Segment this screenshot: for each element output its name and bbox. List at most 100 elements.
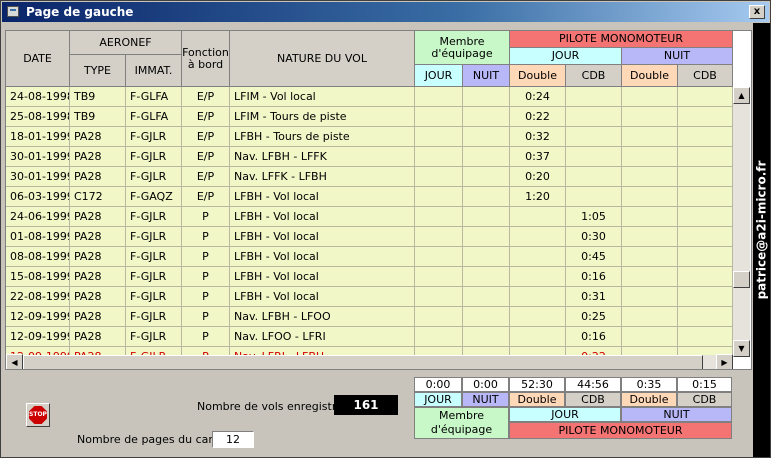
table-cell-nature[interactable]: Nav. LFOO - LFRI: [230, 327, 415, 347]
table-cell[interactable]: [678, 227, 733, 247]
table-cell-jour-cdb[interactable]: 0:16: [566, 267, 622, 287]
table-cell[interactable]: [622, 147, 678, 167]
table-row[interactable]: 12-09-1999 PA28 F-GJLR P Nav. LFOO - LFRI 0:1…: [6, 327, 733, 347]
table-cell-fonction[interactable]: E/P: [182, 87, 230, 107]
table-cell[interactable]: [463, 227, 510, 247]
table-cell-nature[interactable]: LFIM - Tours de piste: [230, 107, 415, 127]
table-cell-date[interactable]: 25-08-1998: [6, 107, 70, 127]
table-cell-jour-double[interactable]: 0:22: [510, 107, 566, 127]
table-cell[interactable]: [463, 127, 510, 147]
table-cell-fonction[interactable]: E/P: [182, 187, 230, 207]
vertical-scrollbar[interactable]: ▲ ▼: [733, 87, 750, 357]
table-cell[interactable]: [463, 287, 510, 307]
table-cell[interactable]: [463, 247, 510, 267]
table-cell-date[interactable]: 30-01-1999: [6, 147, 70, 167]
stop-button[interactable]: STOP: [26, 403, 50, 427]
table-cell[interactable]: [463, 207, 510, 227]
table-cell-type[interactable]: PA28: [70, 327, 126, 347]
table-cell-fonction[interactable]: P: [182, 287, 230, 307]
table-cell-date[interactable]: 30-01-1999: [6, 167, 70, 187]
table-cell-jour-double[interactable]: 0:32: [510, 127, 566, 147]
table-row[interactable]: 08-08-1999 PA28 F-GJLR P LFBH - Vol local 0:4…: [6, 247, 733, 267]
table-cell[interactable]: [463, 327, 510, 347]
table-cell[interactable]: [622, 87, 678, 107]
table-cell[interactable]: [463, 107, 510, 127]
table-row[interactable]: 15-08-1999 PA28 F-GJLR P LFBH - Vol local 0:1…: [6, 267, 733, 287]
table-cell[interactable]: [622, 207, 678, 227]
table-cell[interactable]: [463, 267, 510, 287]
table-cell[interactable]: [415, 107, 463, 127]
table-cell[interactable]: [622, 327, 678, 347]
table-cell-type[interactable]: PA28: [70, 207, 126, 227]
table-cell-type[interactable]: PA28: [70, 147, 126, 167]
table-cell-type[interactable]: PA28: [70, 307, 126, 327]
table-cell[interactable]: [622, 127, 678, 147]
table-row[interactable]: 24-08-1998 TB9 F-GLFA E/P LFIM - Vol local 0:…: [6, 87, 733, 107]
table-cell-jour-cdb[interactable]: [566, 127, 622, 147]
table-cell-type[interactable]: PA28: [70, 287, 126, 307]
table-row[interactable]: 12-09-1999 PA28 F-GJLR P Nav. LFBH - LFOO 0:2…: [6, 307, 733, 327]
table-cell-nature[interactable]: LFBH - Vol local: [230, 267, 415, 287]
table-cell-nature[interactable]: LFBH - Tours de piste: [230, 127, 415, 147]
table-cell[interactable]: [463, 167, 510, 187]
table-row[interactable]: 30-01-1999 PA28 F-GJLR E/P Nav. LFFK - LFBH 0…: [6, 167, 733, 187]
table-cell-jour-cdb[interactable]: 0:25: [566, 307, 622, 327]
table-row[interactable]: 24-06-1999 PA28 F-GJLR P LFBH - Vol local 1:0…: [6, 207, 733, 227]
table-cell[interactable]: [415, 227, 463, 247]
table-cell-type[interactable]: PA28: [70, 227, 126, 247]
table-cell-jour-double[interactable]: [510, 207, 566, 227]
table-cell-date[interactable]: 12-09-1999: [6, 327, 70, 347]
table-cell[interactable]: [463, 147, 510, 167]
table-cell-fonction[interactable]: E/P: [182, 127, 230, 147]
table-row[interactable]: 18-01-1999 PA28 F-GJLR E/P LFBH - Tours de p…: [6, 127, 733, 147]
table-cell[interactable]: [463, 307, 510, 327]
table-cell-immat[interactable]: F-GLFA: [126, 107, 182, 127]
table-cell-jour-cdb[interactable]: 1:05: [566, 207, 622, 227]
table-cell-fonction[interactable]: E/P: [182, 167, 230, 187]
table-cell-nature[interactable]: LFIM - Vol local: [230, 87, 415, 107]
table-cell-immat[interactable]: F-GJLR: [126, 127, 182, 147]
close-button[interactable]: x: [749, 5, 765, 19]
table-cell-fonction[interactable]: E/P: [182, 107, 230, 127]
table-cell-jour-double[interactable]: [510, 287, 566, 307]
table-cell-jour-double[interactable]: 0:24: [510, 87, 566, 107]
table-cell[interactable]: [678, 187, 733, 207]
table-cell-immat[interactable]: F-GJLR: [126, 307, 182, 327]
table-cell-jour-cdb[interactable]: [566, 87, 622, 107]
table-cell-jour-double[interactable]: 0:20: [510, 167, 566, 187]
table-cell-date[interactable]: 24-06-1999: [6, 207, 70, 227]
table-cell-immat[interactable]: F-GJLR: [126, 207, 182, 227]
table-cell[interactable]: [415, 127, 463, 147]
table-cell-fonction[interactable]: P: [182, 307, 230, 327]
table-cell[interactable]: [415, 167, 463, 187]
table-cell[interactable]: [415, 207, 463, 227]
table-cell-date[interactable]: 12-09-1999: [6, 307, 70, 327]
horizontal-scrollbar[interactable]: ◀ ▶: [6, 354, 733, 369]
table-row[interactable]: 06-03-1999 C172 F-GAQZ E/P LFBH - Vol local 1…: [6, 187, 733, 207]
table-row[interactable]: 30-01-1999 PA28 F-GJLR E/P Nav. LFBH - LFFK 0…: [6, 147, 733, 167]
table-cell-fonction[interactable]: P: [182, 267, 230, 287]
table-cell-immat[interactable]: F-GJLR: [126, 267, 182, 287]
scroll-right-icon[interactable]: ▶: [716, 354, 733, 369]
scroll-up-icon[interactable]: ▲: [733, 87, 750, 104]
table-cell[interactable]: [415, 147, 463, 167]
table-cell-jour-cdb[interactable]: [566, 187, 622, 207]
table-cell-type[interactable]: TB9: [70, 87, 126, 107]
table-row[interactable]: 01-08-1999 PA28 F-GJLR P LFBH - Vol local 0:3…: [6, 227, 733, 247]
table-cell[interactable]: [678, 307, 733, 327]
scroll-down-icon[interactable]: ▼: [733, 340, 750, 357]
table-cell-date[interactable]: 06-03-1999: [6, 187, 70, 207]
table-cell-immat[interactable]: F-GJLR: [126, 167, 182, 187]
table-cell[interactable]: [678, 147, 733, 167]
table-cell-type[interactable]: PA28: [70, 247, 126, 267]
table-cell-nature[interactable]: Nav. LFFK - LFBH: [230, 167, 415, 187]
table-cell[interactable]: [415, 327, 463, 347]
table-cell-jour-cdb[interactable]: 0:30: [566, 227, 622, 247]
table-cell-nature[interactable]: LFBH - Vol local: [230, 207, 415, 227]
table-cell-jour-cdb[interactable]: [566, 167, 622, 187]
table-cell[interactable]: [463, 187, 510, 207]
table-cell-jour-cdb[interactable]: 0:16: [566, 327, 622, 347]
table-cell-nature[interactable]: Nav. LFBH - LFOO: [230, 307, 415, 327]
horizontal-scroll-thumb[interactable]: [23, 355, 703, 369]
table-cell-date[interactable]: 08-08-1999: [6, 247, 70, 267]
